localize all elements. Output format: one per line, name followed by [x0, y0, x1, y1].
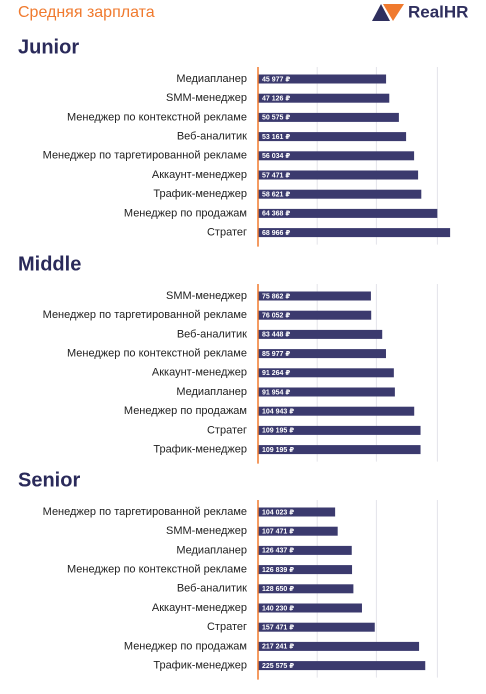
- category-label: Менеджер по контекстной рекламе: [67, 348, 247, 360]
- bar: [258, 622, 375, 632]
- category-label: SMM-менеджер: [166, 290, 247, 302]
- category-label: Менеджер по продажам: [124, 640, 247, 652]
- bar: [258, 208, 438, 218]
- value-label: 45 977 ₽: [262, 76, 290, 83]
- value-label: 107 471 ₽: [262, 529, 294, 536]
- value-label: 57 471 ₽: [262, 172, 290, 179]
- category-label: Веб-аналитик: [177, 583, 247, 595]
- value-label: 157 471 ₽: [262, 625, 294, 632]
- bar: [258, 310, 372, 320]
- value-label: 109 195 ₽: [262, 447, 294, 454]
- value-label: 225 575 ₽: [262, 663, 294, 670]
- bar: [258, 291, 371, 301]
- section-title: Senior: [18, 469, 80, 491]
- value-label: 104 023 ₽: [262, 509, 294, 516]
- value-label: 91 264 ₽: [262, 370, 290, 377]
- category-label: Менеджер по контекстной рекламе: [67, 564, 247, 576]
- category-label: Менеджер по таргетированной рекламе: [43, 506, 247, 518]
- bar: [258, 368, 394, 378]
- category-label: Стратег: [207, 621, 247, 633]
- value-label: 76 052 ₽: [262, 313, 290, 320]
- value-label: 56 034 ₽: [262, 153, 290, 160]
- bar: [258, 170, 419, 180]
- value-label: 126 839 ₽: [262, 567, 294, 574]
- value-label: 140 230 ₽: [262, 605, 294, 612]
- section-title: Middle: [18, 253, 81, 275]
- value-label: 83 448 ₽: [262, 332, 290, 339]
- category-label: Аккаунт-менеджер: [152, 169, 247, 181]
- category-label: Аккаунт-менеджер: [152, 602, 247, 614]
- bar: [258, 661, 426, 671]
- value-label: 217 241 ₽: [262, 644, 294, 651]
- value-label: 128 650 ₽: [262, 586, 294, 593]
- bar: [258, 603, 362, 613]
- bar: [258, 189, 422, 199]
- category-label: Веб-аналитик: [177, 328, 247, 340]
- logo-text: RealHR: [408, 2, 468, 21]
- category-label: Трафик-менеджер: [153, 188, 247, 200]
- bar: [258, 507, 336, 517]
- category-label: Аккаунт-менеджер: [152, 367, 247, 379]
- category-label: Стратег: [207, 424, 247, 436]
- bar: [258, 387, 395, 397]
- category-label: Менеджер по таргетированной рекламе: [43, 150, 247, 162]
- value-label: 64 368 ₽: [262, 211, 290, 218]
- category-label: Трафик-менеджер: [153, 444, 247, 456]
- bar: [258, 584, 354, 594]
- bar: [258, 641, 420, 651]
- bar: [258, 228, 451, 238]
- value-label: 109 195 ₽: [262, 428, 294, 435]
- category-label: SMM-менеджер: [166, 525, 247, 537]
- value-label: 47 126 ₽: [262, 96, 290, 103]
- value-label: 50 575 ₽: [262, 115, 290, 122]
- value-label: 104 943 ₽: [262, 409, 294, 416]
- bar: [258, 151, 415, 161]
- value-label: 85 977 ₽: [262, 351, 290, 358]
- value-label: 68 966 ₽: [262, 230, 290, 237]
- category-label: Менеджер по продажам: [124, 207, 247, 219]
- category-label: Медиапланер: [176, 544, 247, 556]
- bar: [258, 445, 421, 455]
- value-label: 126 437 ₽: [262, 548, 294, 555]
- bar: [258, 132, 407, 142]
- bar: [258, 329, 383, 339]
- value-label: 75 862 ₽: [262, 293, 290, 300]
- value-label: 91 954 ₽: [262, 389, 290, 396]
- header-title: Средняя зарплата: [18, 4, 155, 21]
- section-title: Junior: [18, 36, 79, 58]
- category-label: Веб-аналитик: [177, 131, 247, 143]
- category-label: Стратег: [207, 227, 247, 239]
- logo-icon: [372, 4, 404, 21]
- category-label: Менеджер по таргетированной рекламе: [43, 309, 247, 321]
- bar: [258, 425, 421, 435]
- category-label: Медиапланер: [176, 386, 247, 398]
- value-label: 58 621 ₽: [262, 192, 290, 199]
- bar: [258, 565, 353, 575]
- bar: [258, 74, 387, 84]
- category-label: Трафик-менеджер: [153, 660, 247, 672]
- category-label: Менеджер по контекстной рекламе: [67, 111, 247, 123]
- bar: [258, 93, 390, 103]
- bar: [258, 526, 338, 536]
- bar: [258, 112, 399, 122]
- category-label: Менеджер по продажам: [124, 405, 247, 417]
- value-label: 53 161 ₽: [262, 134, 290, 141]
- category-label: Медиапланер: [176, 73, 247, 85]
- bar: [258, 406, 415, 416]
- category-label: SMM-менеджер: [166, 92, 247, 104]
- bar: [258, 545, 352, 555]
- bar: [258, 349, 386, 359]
